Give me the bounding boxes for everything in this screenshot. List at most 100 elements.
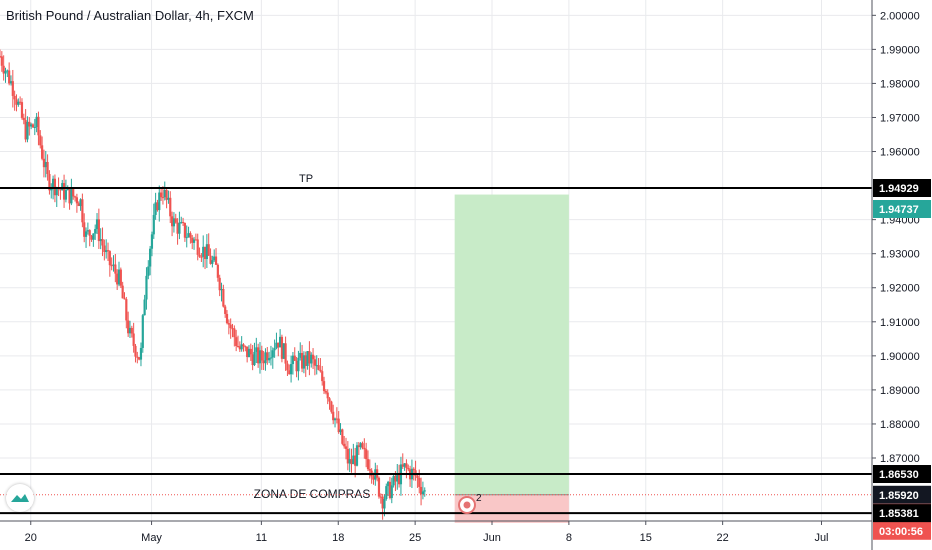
candle-body — [310, 354, 313, 364]
candle-body — [253, 351, 256, 366]
candle-body — [196, 239, 199, 255]
candle-body — [84, 231, 88, 237]
candle-body — [306, 351, 309, 366]
candle-body — [235, 337, 238, 346]
candle-body — [355, 445, 359, 466]
candle-body — [346, 448, 349, 464]
candle-body — [165, 189, 168, 200]
candle-body — [22, 117, 25, 121]
candle-body — [205, 244, 208, 260]
candle-body — [319, 369, 322, 372]
candle-body — [158, 192, 161, 211]
candle-body — [264, 352, 267, 364]
candle-body — [279, 336, 282, 348]
candle-body — [365, 449, 368, 460]
candle-body — [198, 254, 201, 257]
x-tick-label: 15 — [640, 532, 652, 544]
candle-body — [24, 120, 27, 140]
candle-body — [407, 468, 410, 470]
candle-body — [421, 491, 425, 495]
candle-body — [288, 370, 291, 375]
y-tick-label: 1.91000 — [880, 317, 920, 329]
candle-body — [377, 477, 381, 497]
event-marker-label: 2 — [476, 493, 482, 504]
price-badges: 1.949291.947371.865301.859201.8585703:00… — [458, 179, 931, 540]
candle-body — [180, 221, 183, 223]
candle-body — [0, 56, 2, 58]
candle-body — [388, 481, 392, 499]
candle-body — [9, 81, 13, 84]
candle-body — [48, 174, 51, 191]
candles — [0, 49, 426, 520]
candle-body — [11, 81, 14, 96]
candle-body — [246, 346, 249, 358]
candle-body — [88, 230, 91, 236]
candle-body — [344, 446, 348, 449]
candle-body — [20, 102, 24, 118]
candle-body — [396, 473, 399, 482]
candle-body — [117, 269, 121, 285]
candle-body — [321, 371, 324, 382]
candle-body — [128, 327, 132, 334]
candle-body — [326, 392, 329, 399]
candle-body — [138, 357, 141, 360]
candle-body — [354, 455, 357, 466]
candle-body — [313, 359, 316, 366]
zona-top-badge: 1.86530 — [879, 469, 919, 481]
candle-body — [299, 352, 302, 358]
candle-body — [183, 223, 187, 238]
candle-body — [200, 256, 203, 258]
candle-body — [222, 288, 225, 307]
candle-body — [136, 356, 139, 358]
candle-body — [257, 347, 260, 364]
position-zones[interactable] — [454, 194, 569, 523]
candle-body — [37, 116, 40, 136]
candle-body — [403, 463, 406, 467]
candle-body — [192, 239, 196, 243]
candle-body — [418, 477, 421, 487]
candle-body — [218, 277, 221, 291]
candle-body — [275, 342, 278, 349]
x-tick-label: 18 — [332, 532, 344, 544]
chart-title: British Pound / Australian Dollar, 4h, F… — [6, 8, 254, 23]
horizontal-lines[interactable]: TP ZONA DE COMPRAS — [0, 173, 872, 515]
candle-body — [46, 161, 49, 175]
y-tick-label: 1.98000 — [880, 78, 920, 90]
grid — [0, 0, 872, 521]
x-tick-label: Jun — [483, 532, 501, 544]
candle-body — [262, 360, 265, 364]
tradingview-logo-icon[interactable] — [6, 484, 34, 512]
y-tick-label: 1.99000 — [880, 44, 920, 56]
candle-body — [141, 315, 144, 348]
candle-body — [194, 239, 197, 241]
target-price-badge-bg — [873, 200, 931, 219]
zona-top-badge-bg — [873, 465, 931, 484]
candle-body — [286, 363, 289, 371]
candle-body — [163, 189, 166, 198]
candle-body — [266, 352, 269, 361]
candle-body — [2, 65, 5, 74]
candle-body — [123, 298, 126, 300]
candle-body — [308, 351, 311, 364]
candle-body — [8, 70, 11, 84]
candle-body — [105, 250, 108, 253]
candle-body — [77, 203, 80, 207]
candle-body — [216, 264, 219, 278]
event-marker-dot — [463, 501, 471, 509]
candle-body — [293, 355, 296, 361]
candle-body — [361, 443, 364, 448]
tp-price-badge: 1.94929 — [879, 183, 919, 195]
candle-body — [233, 328, 236, 338]
candle-body — [145, 275, 148, 300]
candle-body — [214, 256, 218, 265]
candle-body — [368, 469, 371, 471]
candle-body — [178, 222, 181, 234]
y-tick-label: 1.93000 — [880, 249, 920, 261]
candle-body — [81, 199, 84, 223]
candle-body — [271, 350, 274, 358]
x-tick-label: 25 — [409, 532, 421, 544]
candle-body — [35, 116, 38, 127]
